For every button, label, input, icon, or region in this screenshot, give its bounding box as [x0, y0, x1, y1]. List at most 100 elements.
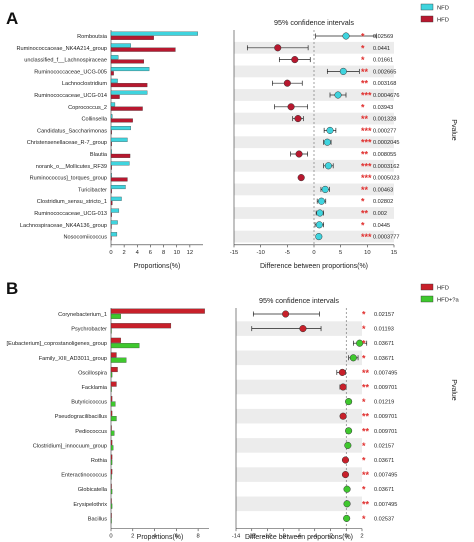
bar-hfd: [110, 177, 128, 182]
bar-x-tick-label: 8: [196, 534, 199, 540]
bar-hfd: [110, 410, 113, 416]
diff-x-tick-label: 2: [360, 534, 363, 540]
category-label: Blautia: [90, 152, 108, 158]
ci-point: [274, 44, 282, 52]
bar-hfd: [110, 118, 133, 123]
bar-hfd: [110, 352, 117, 358]
significance-stars: *: [362, 485, 366, 495]
row-band: [234, 207, 394, 219]
ci-point: [321, 185, 329, 193]
panel-label: A: [6, 9, 18, 28]
p-value: 0.009701: [374, 385, 397, 391]
ci-point: [343, 500, 351, 508]
row-band: [236, 467, 362, 482]
ci-point: [338, 368, 346, 376]
bar-hfd+?a: [110, 416, 117, 422]
category-label: Pediococcus: [75, 429, 107, 435]
bar-hfd: [110, 381, 117, 387]
bar-nfd: [110, 196, 122, 201]
diff-x-tick-label: 0: [345, 534, 348, 540]
diff-x-tick-label: -2: [328, 534, 333, 540]
p-value: 0.02157: [374, 443, 394, 449]
bar-nfd: [110, 220, 118, 225]
bar-hfd: [110, 469, 113, 475]
legend-label: NFD: [437, 6, 449, 12]
category-label: Butyricicoccus: [71, 400, 107, 406]
bar-hfd: [110, 142, 112, 147]
p-value: 0.007495: [374, 370, 397, 376]
bar-hfd: [110, 439, 113, 446]
bar-hfd: [110, 425, 112, 431]
panel-label: B: [6, 279, 18, 298]
significance-stars: ***: [361, 126, 372, 136]
significance-stars: *: [362, 310, 366, 320]
significance-stars: ***: [361, 91, 372, 101]
significance-stars: **: [361, 114, 369, 124]
bar-nfd: [110, 31, 198, 36]
bar-nfd: [110, 161, 130, 166]
bar-hfd+?a: [110, 343, 140, 349]
bar-x-tick-label: 8: [162, 250, 165, 256]
bar-x-tick-label: 0: [109, 250, 112, 256]
bar-hfd: [110, 396, 113, 402]
category-label: Christensenellaceae_R-7_group: [27, 140, 107, 146]
p-value: 0.0441: [373, 46, 390, 52]
significance-stars: *: [362, 456, 366, 466]
ci-point: [345, 427, 353, 435]
bar-nfd: [110, 67, 150, 72]
diff-x-tick-label: -10: [263, 534, 271, 540]
significance-stars: *: [361, 102, 365, 112]
legend-swatch-hfd: [420, 283, 434, 291]
category-label: Candidatus_Saccharimonas: [37, 128, 107, 134]
bar-x-tick-label: 2: [123, 250, 126, 256]
category-label: Ruminococcus]_torques_group: [30, 176, 107, 182]
bar-nfd: [110, 90, 148, 95]
bar-hfd+?a: [110, 328, 112, 334]
category-label: [Eubacterium]_coprostanoligenes_group: [7, 341, 107, 347]
p-value: 0.03671: [374, 356, 394, 362]
bar-hfd: [110, 323, 172, 329]
p-value: 0.0002045: [373, 140, 399, 146]
bar-nfd: [110, 126, 131, 131]
p-value: 0.0005023: [373, 176, 399, 182]
ci-point: [295, 150, 303, 158]
category-label: Rothia: [91, 458, 108, 464]
bar-nfd: [110, 232, 118, 237]
panel-b: B Corynebacterium_1 Psychrobacter [Eubacter…: [6, 279, 460, 541]
ci-point: [326, 126, 334, 134]
ci-point: [343, 514, 351, 522]
p-value: 0.00463: [373, 187, 393, 193]
category-label: Ruminococcaceae_NK4A214_group: [17, 46, 108, 52]
diff-x-tick-label: -14: [232, 534, 241, 540]
category-label: Enteractinococcus: [61, 473, 107, 479]
pvalue-axis-title: Pvalue: [450, 119, 457, 141]
legend-label: HFD+?a: [437, 298, 460, 304]
bar-hfd: [110, 35, 154, 40]
category-label: Erysipelothrix: [73, 502, 107, 508]
bar-hfd: [110, 47, 176, 52]
significance-stars: ***: [361, 161, 372, 171]
ci-point: [299, 325, 307, 333]
bar-hfd: [110, 483, 112, 489]
bar-hfd+?a: [110, 401, 116, 407]
ci-point: [283, 79, 291, 87]
ci-point: [294, 115, 302, 123]
bar-hfd: [110, 236, 112, 241]
category-label: Ruminococcaceae_UCG-013: [34, 211, 107, 217]
bar-nfd: [110, 55, 119, 60]
p-value: 0.008055: [373, 152, 396, 158]
diff-x-tick-label: -5: [285, 250, 290, 256]
bar-x-tick-label: 10: [173, 250, 179, 256]
significance-stars: **: [361, 79, 369, 89]
significance-stars: **: [361, 150, 369, 160]
bar-hfd: [110, 512, 112, 519]
category-label: Psychrobacter: [71, 327, 107, 333]
bar-hfd+?a: [110, 386, 112, 392]
bar-hfd: [110, 201, 113, 206]
bar-x-axis-title: Proportions(%): [134, 263, 181, 270]
p-value: 0.03671: [374, 341, 394, 347]
significance-stars: *: [361, 32, 365, 42]
bar-hfd: [110, 153, 131, 158]
bar-x-tick-label: 2: [131, 534, 134, 540]
